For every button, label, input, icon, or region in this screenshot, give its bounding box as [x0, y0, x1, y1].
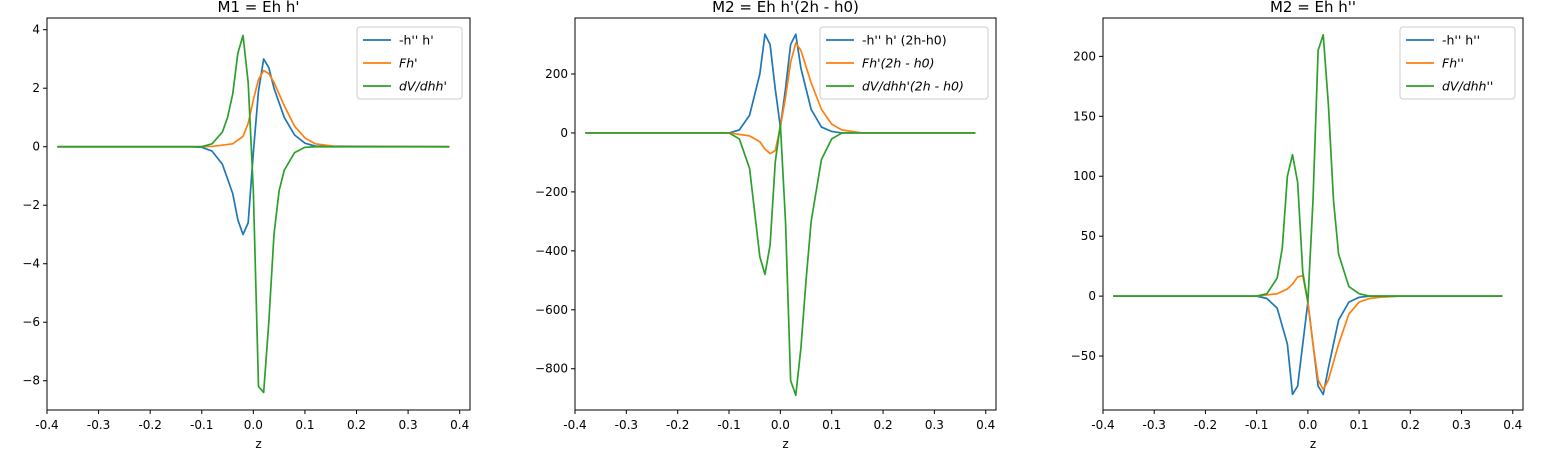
x-tick-label: 0.1	[295, 418, 314, 432]
x-tick-label: 0.3	[1452, 418, 1471, 432]
y-tick-label: 200	[1073, 49, 1096, 63]
x-tick-label: -0.4	[35, 418, 58, 432]
series-line-3	[585, 123, 976, 397]
y-tick-label: 50	[1081, 229, 1096, 243]
y-tick-label: −6	[22, 315, 40, 329]
legend-entry: dV/dhh''	[1442, 79, 1493, 94]
x-axis-label: z	[255, 437, 261, 450]
y-tick-label: 0	[560, 126, 568, 140]
x-tick-label: -0.2	[138, 418, 161, 432]
y-tick-label: −200	[535, 185, 568, 199]
legend: -h'' h' Fh' dV/dhh'	[356, 26, 463, 100]
y-tick-label: 2	[32, 81, 40, 95]
y-tick-label: 150	[1073, 109, 1096, 123]
x-tick-label: 0.2	[1401, 418, 1420, 432]
legend: -h'' h'' Fh'' dV/dhh''	[1399, 26, 1516, 100]
series-line-2	[57, 69, 450, 148]
x-tick-label: -0.4	[1091, 418, 1114, 432]
x-tick-label: 0.2	[347, 418, 366, 432]
legend-entry: dV/dhh'(2h - h0)	[862, 79, 964, 94]
legend-entry: -h'' h'	[399, 33, 434, 48]
legend-entry: dV/dhh'	[399, 79, 447, 94]
series-line-2	[585, 42, 976, 155]
x-tick-label: 0.0	[244, 418, 263, 432]
legend-box	[356, 26, 463, 100]
chart-title: M1 = Eh h'	[218, 0, 300, 16]
legend-entry: Fh'	[399, 56, 418, 71]
chart-panel-2: M2 = Eh h'(2h - h0) -0.4 -0.3 -0.2 -0.1 0.0 0.…	[535, 0, 997, 450]
chart-title: M2 = Eh h'(2h - h0)	[712, 0, 859, 16]
series-line-3	[57, 34, 450, 394]
x-tick-label: -0.3	[615, 418, 638, 432]
chart-panel-1: M1 = Eh h' -0.4 -0.3 -0.2 -0.1 0.0 0.1 0.2 0.3 0.…	[22, 0, 471, 450]
plot-frame	[574, 17, 997, 411]
x-tick-label: 0.3	[399, 418, 418, 432]
x-tick-label: 0.0	[771, 418, 790, 432]
x-tick-label: -0.2	[1194, 418, 1217, 432]
y-tick-label: −600	[535, 303, 568, 317]
y-tick-label: 100	[1073, 169, 1096, 183]
series-line-1	[57, 58, 450, 236]
y-tick-label: 0	[32, 140, 40, 154]
y-tick-label: −400	[535, 244, 568, 258]
x-tick-label: 0.4	[1503, 418, 1522, 432]
legend-box	[819, 26, 989, 100]
x-tick-label: 0.1	[1350, 418, 1369, 432]
y-tick-label: −800	[535, 362, 568, 376]
y-tick-label: 200	[545, 67, 568, 81]
x-tick-label: -0.1	[717, 418, 740, 432]
y-tick-label: 0	[1088, 289, 1096, 303]
x-tick-label: 0.0	[1298, 418, 1317, 432]
x-axis-label: z	[782, 437, 788, 450]
chart-panel-3: M2 = Eh h'' -0.4 -0.3 -0.2 -0.1 0.0 0.1 0.2 0.3 0…	[1071, 0, 1524, 450]
x-tick-label: 0.4	[450, 418, 469, 432]
x-tick-label: 0.4	[976, 418, 995, 432]
x-tick-label: -0.1	[1245, 418, 1268, 432]
series-line-2	[1113, 274, 1503, 391]
x-tick-label: 0.1	[822, 418, 841, 432]
legend-entry: Fh''	[1442, 56, 1464, 71]
x-tick-label: 0.2	[874, 418, 893, 432]
legend-entry: -h'' h''	[1442, 33, 1480, 48]
x-tick-label: -0.3	[1143, 418, 1166, 432]
x-tick-label: 0.3	[925, 418, 944, 432]
x-tick-label: -0.3	[87, 418, 110, 432]
y-tick-label: 4	[32, 23, 40, 37]
plot-frame	[46, 17, 471, 411]
x-tick-label: -0.4	[563, 418, 586, 432]
legend-box	[1399, 26, 1516, 100]
legend-entry: -h'' h' (2h-h0)	[862, 33, 947, 48]
series-line-3	[1113, 33, 1503, 303]
y-tick-label: −8	[22, 374, 40, 388]
y-tick-label: −2	[22, 198, 40, 212]
legend-entry: Fh'(2h - h0)	[862, 56, 935, 71]
y-tick-label: −4	[22, 257, 40, 271]
x-tick-label: -0.2	[666, 418, 689, 432]
x-tick-label: -0.1	[190, 418, 213, 432]
plot-frame	[1102, 17, 1524, 411]
series-line-1	[1113, 295, 1503, 396]
x-axis-label: z	[1310, 437, 1316, 450]
chart-title: M2 = Eh h''	[1270, 0, 1356, 16]
legend: -h'' h' (2h-h0) Fh'(2h - h0) dV/dhh'(2h - …	[819, 26, 989, 100]
y-tick-label: −50	[1071, 349, 1096, 363]
